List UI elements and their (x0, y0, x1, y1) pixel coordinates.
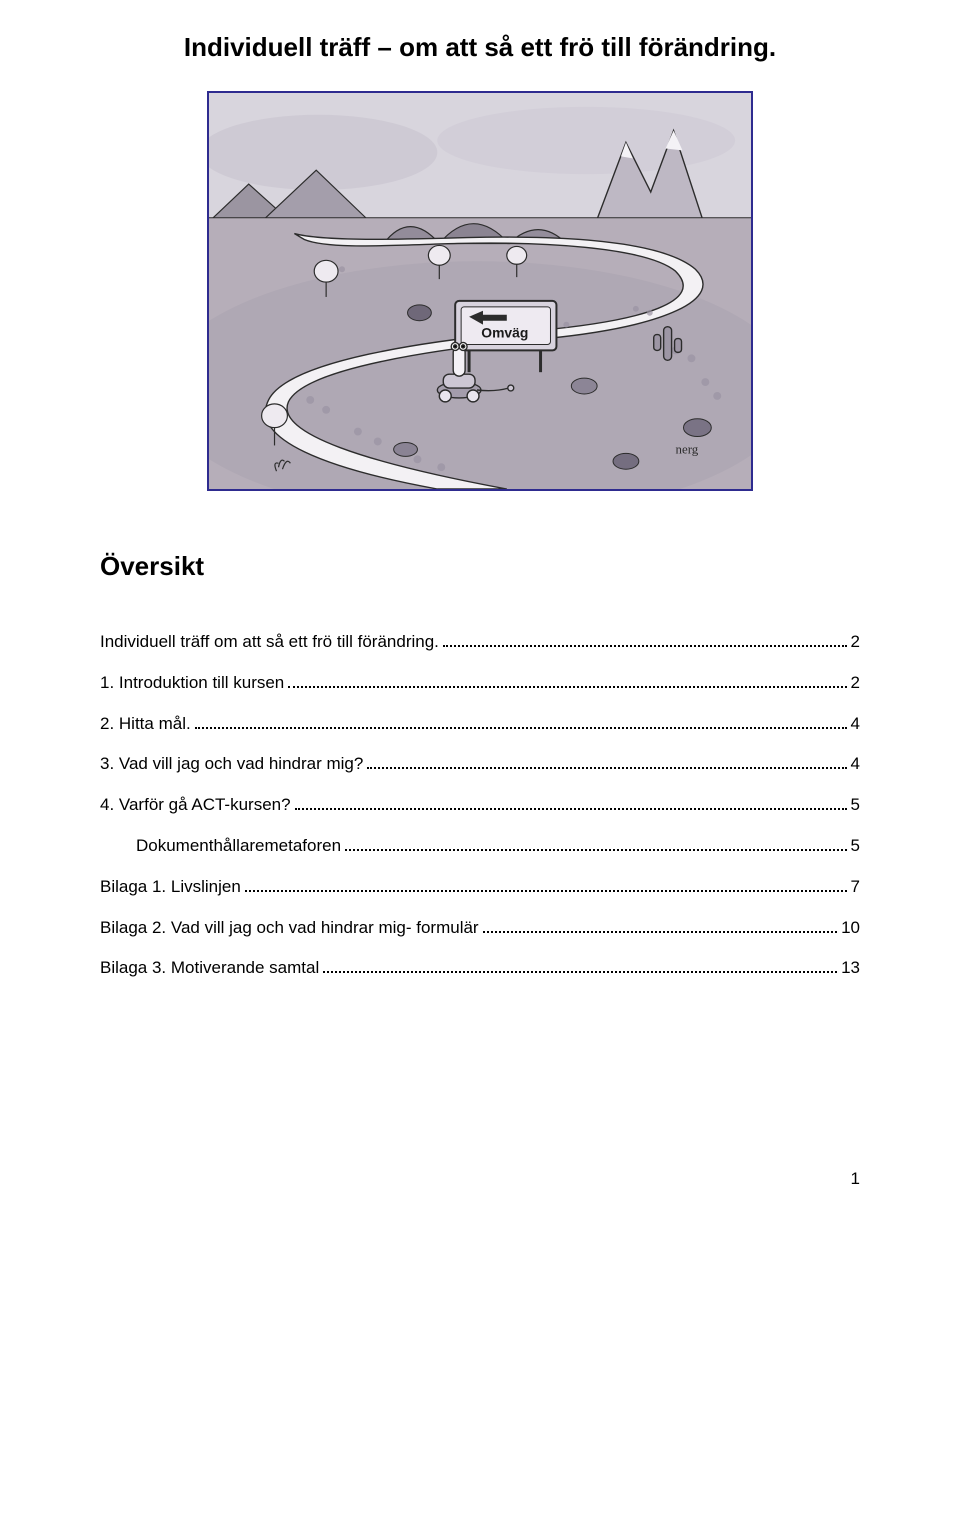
toc-entry: Individuell träff om att så ett frö till… (100, 622, 860, 663)
toc-label: Bilaga 3. Motiverande samtal (100, 948, 319, 989)
toc-leader (483, 931, 837, 933)
toc-entry: Bilaga 2. Vad vill jag och vad hindrar m… (100, 908, 860, 949)
toc-page: 2 (851, 622, 860, 663)
toc-entry: 2. Hitta mål. 4 (100, 704, 860, 745)
landscape-illustration: Omväg nerg (207, 91, 753, 491)
page-title: Individuell träff – om att så ett frö ti… (100, 32, 860, 63)
sign-label: Omväg (481, 325, 528, 341)
toc-entry: Bilaga 3. Motiverande samtal 13 (100, 948, 860, 989)
toc-entry: Dokumenthållaremetaforen 5 (100, 826, 860, 867)
toc-label: 2. Hitta mål. (100, 704, 191, 745)
toc-label: 1. Introduktion till kursen (100, 663, 284, 704)
toc-entry: Bilaga 1. Livslinjen 7 (100, 867, 860, 908)
toc-leader (367, 767, 846, 769)
table-of-contents: Individuell träff om att så ett frö till… (100, 622, 860, 989)
toc-page: 5 (851, 826, 860, 867)
toc-page: 13 (841, 948, 860, 989)
toc-page: 4 (851, 744, 860, 785)
toc-entry: 1. Introduktion till kursen 2 (100, 663, 860, 704)
toc-label: Bilaga 2. Vad vill jag och vad hindrar m… (100, 908, 479, 949)
toc-page: 7 (851, 867, 860, 908)
toc-leader (295, 808, 847, 810)
overview-heading: Översikt (100, 551, 860, 582)
toc-leader (345, 849, 846, 851)
toc-leader (323, 971, 837, 973)
toc-entry: 4. Varför gå ACT-kursen? 5 (100, 785, 860, 826)
toc-leader (195, 727, 847, 729)
toc-label: 3. Vad vill jag och vad hindrar mig? (100, 744, 363, 785)
toc-entry: 3. Vad vill jag och vad hindrar mig? 4 (100, 744, 860, 785)
toc-label: 4. Varför gå ACT-kursen? (100, 785, 291, 826)
toc-page: 4 (851, 704, 860, 745)
toc-page: 10 (841, 908, 860, 949)
toc-label: Dokumenthållaremetaforen (136, 826, 341, 867)
artist-signature: nerg (676, 442, 699, 456)
toc-leader (288, 686, 846, 688)
toc-label: Bilaga 1. Livslinjen (100, 867, 241, 908)
toc-leader (245, 890, 847, 892)
toc-page: 5 (851, 785, 860, 826)
page-number: 1 (100, 1169, 860, 1189)
toc-page: 2 (851, 663, 860, 704)
toc-leader (443, 645, 847, 647)
toc-label: Individuell träff om att så ett frö till… (100, 622, 439, 663)
